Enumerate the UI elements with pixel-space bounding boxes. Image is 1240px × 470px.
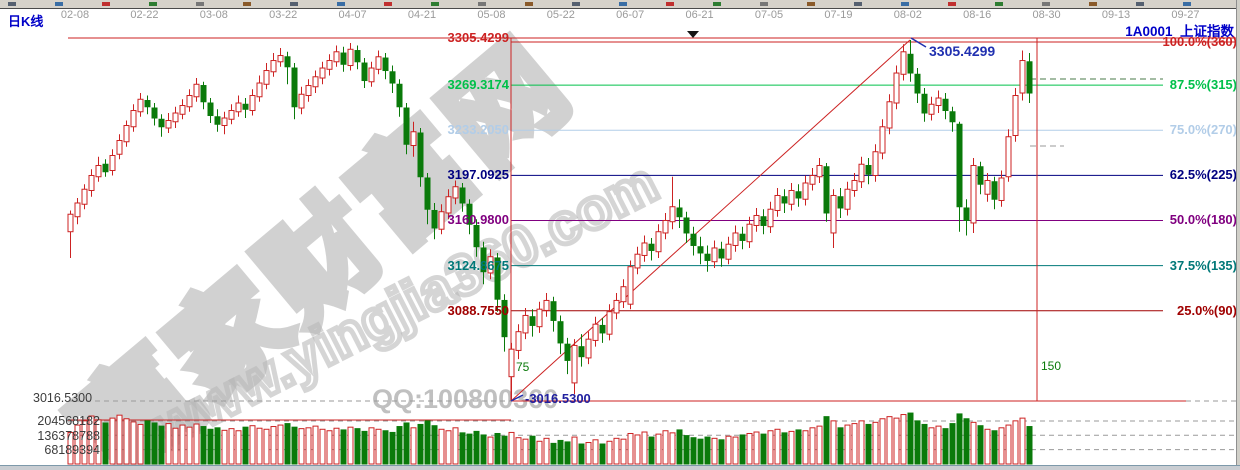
toolbar-icon-fragment [1183,2,1191,6]
toolbar-icon-fragment [196,2,204,6]
left-axis-low-price: 3016.5300 [33,391,93,405]
price-level-label: 3269.3174 [447,77,509,93]
toolbar-icon-fragment [384,2,392,6]
time-count-75: 75 [516,360,530,374]
date-label: 06-07 [616,9,645,21]
date-label: 07-05 [754,9,784,21]
fib-ratio-label: 62.5%(225) [1169,167,1237,183]
date-label: 04-07 [338,9,367,21]
volume-axis-label-2: 136378788 [37,429,100,443]
date-label: 08-16 [963,9,992,21]
symbol-name-label: 1A0001 上证指数 [1125,20,1234,40]
window-bottom-border [0,465,1240,470]
price-level-label: 3088.7550 [447,302,509,318]
date-label: 09-27 [1171,9,1200,21]
toolbar-icon-fragment [149,2,157,6]
date-label: 08-02 [893,9,922,21]
toolbar-icon-fragment [525,2,533,6]
toolbar-icon-fragment [337,2,345,6]
toolbar-icon-fragment [1042,2,1050,6]
toolbar-icon-fragment [55,2,63,6]
toolbar-icon-fragment [8,2,16,6]
toolbar-icon-fragment [760,2,768,6]
index-name: 上证指数 [1180,24,1234,39]
toolbar-strip [0,0,1240,9]
fib-ratio-label: 75.0%(270) [1169,122,1237,138]
fib-ratio-label: 25.0%(90) [1177,302,1237,318]
date-label: 03-22 [269,9,298,21]
symbol-code: 1A0001 [1125,24,1173,39]
toolbar-icon-fragment [713,2,721,6]
toolbar-icon-fragment [1089,2,1097,6]
date-label: 05-22 [546,9,575,21]
toolbar-icon-fragment [901,2,909,6]
date-label: 02-08 [60,9,90,21]
volume-axis-label-3: 68189394 [44,443,100,457]
toolbar-icon-fragment [1136,2,1144,6]
window-right-border [1236,0,1240,470]
price-level-label: 3124.8675 [447,257,509,273]
price-level-label: 3160.9800 [447,212,509,228]
price-level-label: 3305.4299 [447,30,509,45]
toolbar-icon-fragment [243,2,251,6]
toolbar-icon-fragment [948,2,956,6]
period-label[interactable]: 日K线 [8,14,44,29]
toolbar-icon-fragment [666,2,674,6]
time-count-150: 150 [1041,359,1062,373]
date-label: 06-21 [685,9,714,21]
toolbar-icon-fragment [995,2,1003,6]
date-label: 07-19 [824,9,853,21]
date-label: 05-08 [477,9,506,21]
date-label: 02-22 [130,9,159,21]
toolbar-icon-fragment [619,2,627,6]
toolbar-icon-fragment [431,2,439,6]
toolbar-icon-fragment [807,2,815,6]
date-label: 03-08 [199,9,228,21]
toolbar-icon-fragment [290,2,298,6]
fib-ratio-label: 87.5%(315) [1169,77,1237,93]
date-label: 04-21 [407,9,437,21]
toolbar-icon-fragment [102,2,110,6]
fib-ratio-label: 50.0%(180) [1169,212,1237,228]
low-price-callout: -3016.5300 [525,391,591,406]
toolbar-icon-fragment [478,2,486,6]
date-label: 08-30 [1032,9,1061,21]
date-label: 09-13 [1101,9,1131,21]
toolbar-icon-fragment [572,2,580,6]
volume-axis-label-1: 204568182 [37,414,100,428]
price-level-label: 3197.0925 [447,167,509,183]
fib-ratio-label: 100.0%(360) [1162,34,1237,49]
toolbar-icon-fragment [854,2,862,6]
fib-ratio-label: 37.5%(135) [1169,257,1237,273]
high-price-callout: 3305.4299 [929,43,996,59]
price-level-label: 3233.2050 [447,122,509,138]
